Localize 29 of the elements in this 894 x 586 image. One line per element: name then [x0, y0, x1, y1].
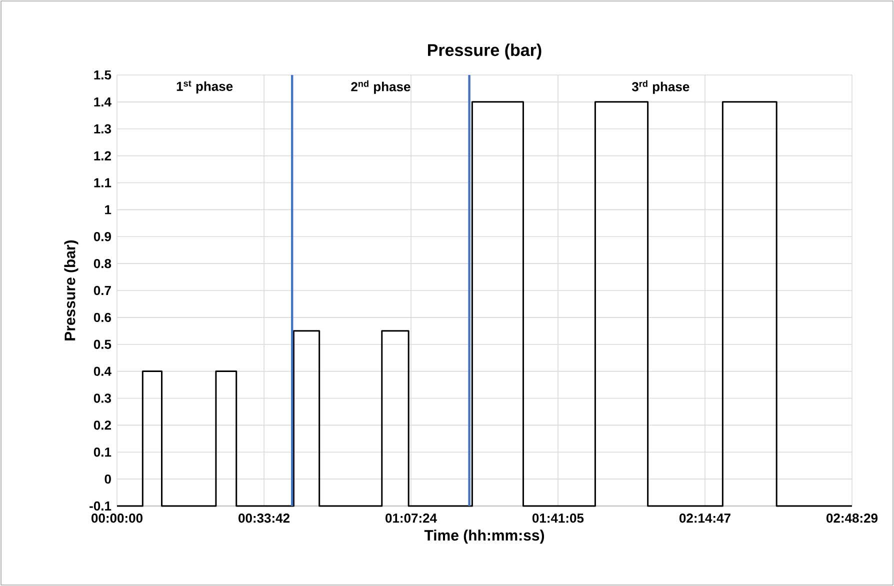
- y-tick-label: 0.9: [94, 232, 111, 242]
- y-tick-label: 0.5: [94, 340, 112, 349]
- y-tick-label: 1.1: [94, 178, 112, 188]
- y-tick-label: 0.4: [94, 366, 112, 376]
- annotation: 2$^{nd}$ phase: [351, 80, 410, 94]
- y-tick-label: 0: [104, 474, 111, 484]
- annotation: 3$^{rd}$ phase: [632, 80, 690, 94]
- y-tick-label: -0.1: [90, 501, 112, 511]
- x-tick-label: 00:00:00: [92, 514, 142, 523]
- x-tick-label: 02:14:47: [679, 514, 730, 523]
- x-tick-label: 00:33:42: [238, 514, 290, 523]
- y-tick-label: 1: [105, 205, 112, 214]
- x-tick-label: 02:48:29: [826, 514, 878, 523]
- y-tick-label: 0.8: [94, 258, 112, 268]
- y-tick-label: 0.3: [94, 394, 112, 403]
- y-tick-label: 0.1: [94, 448, 112, 457]
- y-tick-label: 1.2: [94, 151, 111, 160]
- y-axis-title: Pressure (bar): [64, 240, 78, 340]
- y-tick-label: 0.7: [94, 286, 111, 296]
- x-tick-label: 01:41:05: [532, 514, 584, 523]
- y-tick-label: 1.3: [94, 124, 112, 134]
- y-tick-label: 0.2: [94, 420, 111, 430]
- annotation: 1$^{st}$ phase: [176, 80, 233, 94]
- y-tick-label: 1.5: [94, 70, 112, 80]
- y-tick-label: 0.6: [94, 312, 112, 322]
- x-tick-label: 01:07:24: [386, 514, 437, 523]
- chart-title: Pressure (bar): [428, 44, 542, 60]
- y-tick-label: 1.4: [94, 97, 112, 106]
- x-axis-title: Time (hh:mm:ss): [424, 530, 544, 544]
